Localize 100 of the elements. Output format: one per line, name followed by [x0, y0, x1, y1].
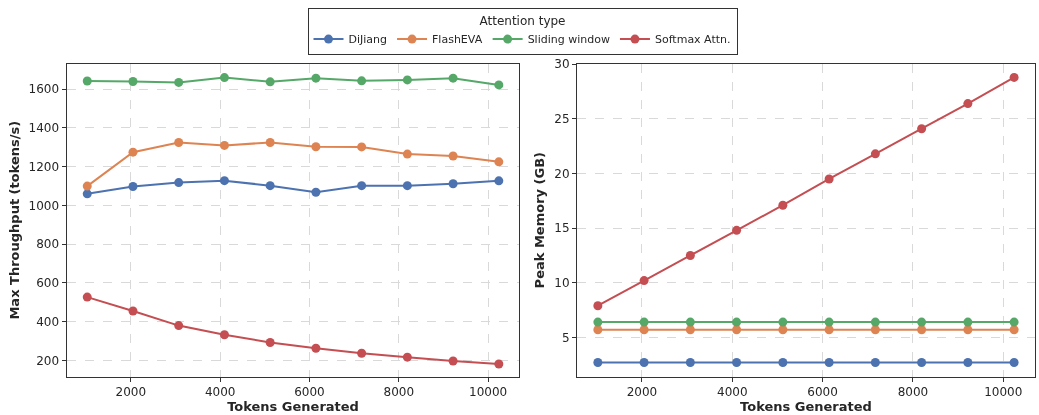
- point: [824, 174, 834, 184]
- point: [593, 301, 603, 311]
- point: [639, 317, 649, 327]
- point: [685, 250, 695, 260]
- point: [824, 325, 834, 335]
- point: [732, 358, 742, 368]
- point: [311, 73, 321, 83]
- point: [639, 276, 649, 286]
- point: [82, 181, 92, 191]
- point: [128, 76, 138, 86]
- point: [639, 358, 649, 368]
- point: [128, 306, 138, 316]
- point: [448, 73, 458, 83]
- legend-label: DiJiang: [348, 33, 388, 47]
- point: [732, 325, 742, 335]
- point: [870, 325, 880, 335]
- x-tick-label: 10000: [469, 385, 508, 400]
- point: [402, 352, 412, 362]
- point: [963, 99, 973, 109]
- legend-label: Sliding window: [527, 33, 610, 47]
- x-axis-title: Tokens Generated: [740, 399, 872, 415]
- y-tick-label: 800: [36, 237, 60, 252]
- y-tick-label: 5: [561, 330, 570, 345]
- y-tick-label: 1000: [28, 198, 60, 213]
- point: [917, 358, 927, 368]
- point: [494, 359, 504, 369]
- y-tick-label: 200: [36, 353, 60, 368]
- point: [219, 330, 229, 340]
- point: [448, 356, 458, 366]
- point: [82, 76, 92, 86]
- x-tick-label: 4000: [204, 385, 236, 400]
- y-axis-title: Peak Memory (GB): [532, 151, 548, 289]
- x-tick-label: 4000: [717, 385, 748, 400]
- x-tick-label: 10000: [984, 385, 1023, 400]
- y-tick-label: 1400: [28, 121, 60, 136]
- point: [778, 200, 788, 210]
- legend-title: Attention type: [479, 13, 566, 28]
- y-tick-label: 400: [36, 314, 60, 329]
- point: [963, 325, 973, 335]
- point: [174, 137, 184, 147]
- point: [732, 317, 742, 327]
- point: [917, 317, 927, 327]
- point: [593, 325, 603, 335]
- x-tick-label: 2000: [115, 385, 147, 400]
- point: [357, 76, 367, 86]
- point: [311, 142, 321, 152]
- x-tick-label: 6000: [807, 385, 838, 400]
- point: [174, 77, 184, 87]
- point: [1009, 325, 1019, 335]
- point: [82, 292, 92, 302]
- point: [778, 358, 788, 368]
- point: [917, 124, 927, 134]
- y-tick-label: 1600: [28, 82, 60, 97]
- point: [1009, 72, 1019, 82]
- point: [685, 325, 695, 335]
- point: [402, 149, 412, 159]
- y-tick-label: 15: [554, 221, 570, 236]
- point: [219, 140, 229, 150]
- y-tick-label: 600: [36, 276, 60, 291]
- point: [963, 317, 973, 327]
- point: [265, 337, 275, 347]
- point: [778, 317, 788, 327]
- legend-label: FlashEVA: [432, 33, 483, 47]
- point: [219, 176, 229, 186]
- point: [685, 358, 695, 368]
- point: [311, 343, 321, 353]
- point: [357, 348, 367, 358]
- point: [357, 142, 367, 152]
- x-tick-label: 8000: [897, 385, 929, 400]
- point: [448, 179, 458, 189]
- point: [639, 325, 649, 335]
- y-tick-label: 30: [554, 57, 570, 72]
- point: [824, 358, 834, 368]
- point: [311, 187, 321, 197]
- y-tick-label: 20: [554, 166, 570, 181]
- point: [402, 75, 412, 85]
- point: [265, 77, 275, 87]
- point: [174, 178, 184, 188]
- point: [593, 358, 603, 368]
- point: [1009, 317, 1019, 327]
- y-tick-label: 25: [554, 112, 570, 127]
- point: [128, 147, 138, 157]
- legend-label: Softmax Attn.: [654, 33, 731, 47]
- point: [732, 225, 742, 235]
- point: [265, 181, 275, 191]
- x-tick-label: 2000: [626, 385, 658, 400]
- y-axis-title: Max Throughput (tokens/s): [6, 120, 22, 320]
- point: [870, 317, 880, 327]
- point: [1009, 358, 1019, 368]
- x-tick-label: 8000: [383, 385, 415, 400]
- y-tick-label: 1200: [28, 159, 60, 174]
- point: [265, 137, 275, 147]
- point: [219, 73, 229, 83]
- point: [494, 176, 504, 186]
- point: [870, 358, 880, 368]
- point: [824, 317, 834, 327]
- point: [778, 325, 788, 335]
- point: [593, 317, 603, 327]
- point: [963, 358, 973, 368]
- point: [174, 321, 184, 331]
